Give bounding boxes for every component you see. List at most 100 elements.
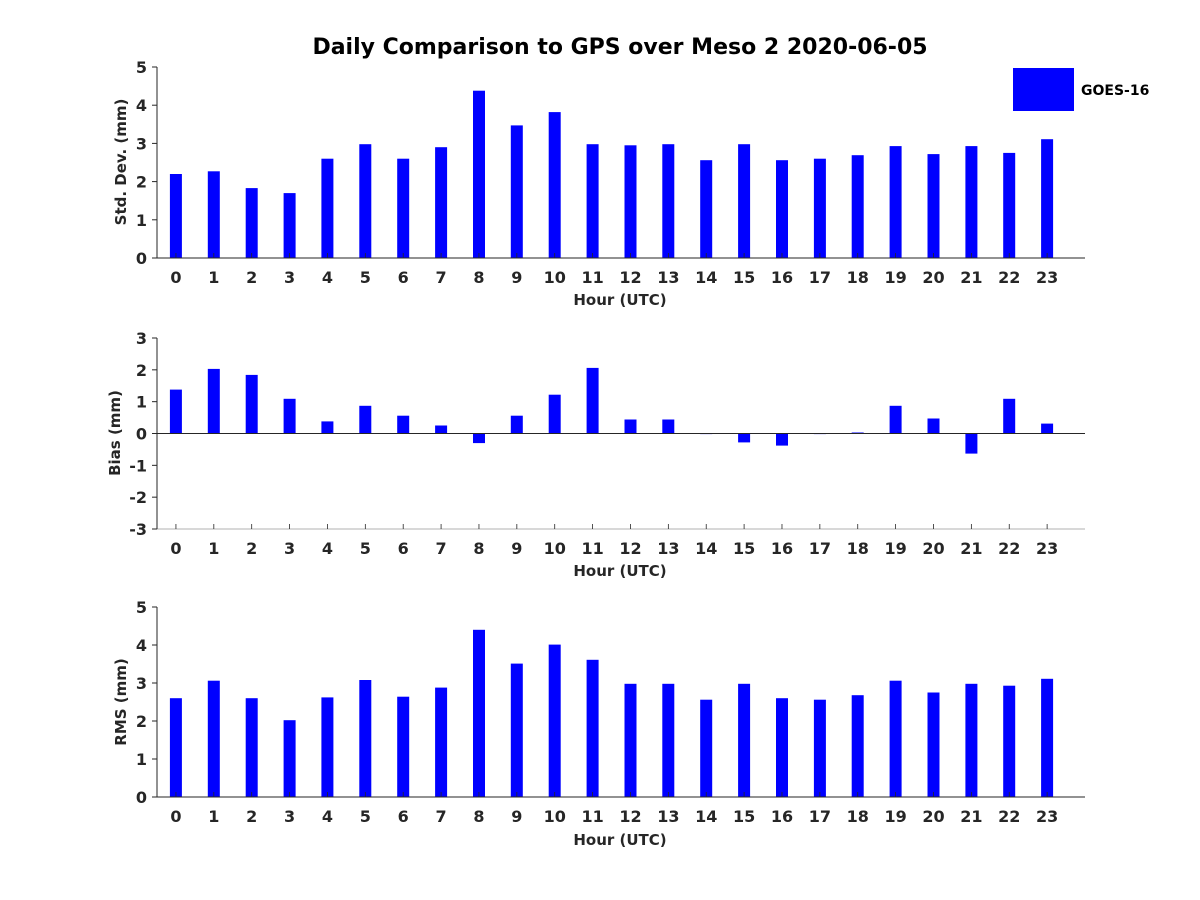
std-dev-bar-10: [548, 112, 561, 258]
std-dev-xtick-label: 5: [360, 268, 371, 287]
bias-bar-7: [435, 425, 448, 434]
std-dev-bar-2: [245, 188, 258, 258]
rms-ytick-label: 3: [136, 674, 147, 693]
bias-bar-22: [1003, 398, 1016, 434]
bias-bar-9: [510, 415, 523, 434]
bias-bar-0: [169, 389, 182, 434]
std-dev-bar-16: [776, 160, 788, 258]
std-dev-ytick-label: 4: [136, 96, 147, 115]
bias-xtick-label: 10: [544, 539, 566, 558]
bias-xtick-label: 4: [322, 539, 333, 558]
rms-ytick-label: 0: [136, 788, 147, 807]
std-dev-xtick-label: 17: [809, 268, 831, 287]
rms-bar-17: [813, 699, 826, 797]
bias-ytick-label: -1: [129, 456, 147, 475]
std-dev-bar-7: [435, 147, 448, 258]
rms-bar-23: [1041, 678, 1054, 797]
bias-xtick-label: 5: [360, 539, 371, 558]
std-dev-xtick-label: 2: [246, 268, 257, 287]
bias-xtick-label: 19: [884, 539, 906, 558]
rms-xtick-label: 21: [960, 807, 982, 826]
bias-xtick-label: 15: [733, 539, 755, 558]
rms-bar-4: [321, 697, 334, 797]
bias-xtick-label: 21: [960, 539, 982, 558]
std-dev-xtick-label: 22: [998, 268, 1020, 287]
bias-xtick-label: 23: [1036, 539, 1058, 558]
rms-xtick-label: 22: [998, 807, 1020, 826]
rms-xtick-label: 19: [884, 807, 906, 826]
rms-bar-0: [169, 698, 182, 797]
bias-xtick-label: 0: [170, 539, 181, 558]
rms-bar-11: [586, 659, 599, 797]
rms-xlabel: Hour (UTC): [573, 831, 666, 849]
std-dev-bar-20: [927, 154, 940, 258]
std-dev-bar-8: [473, 90, 485, 258]
std-dev-ytick-label: 3: [136, 134, 147, 153]
bias-bar-19: [889, 405, 902, 434]
rms-bar-1: [207, 680, 220, 797]
rms-bar-5: [359, 680, 372, 797]
std-dev-bar-19: [889, 146, 902, 258]
rms-bar-6: [397, 696, 410, 797]
rms-xtick-label: 18: [847, 807, 869, 826]
std-dev-bar-3: [283, 193, 296, 258]
rms-xtick-label: 9: [511, 807, 522, 826]
std-dev-xtick-label: 18: [847, 268, 869, 287]
rms-xtick-label: 12: [619, 807, 641, 826]
bias-xtick-label: 8: [473, 539, 484, 558]
std-dev-bar-11: [586, 144, 599, 258]
rms-bar-15: [738, 683, 751, 797]
std-dev-xtick-label: 11: [581, 268, 603, 287]
bias-bar-3: [283, 398, 296, 434]
rms-bar-22: [1003, 685, 1016, 797]
bias-ylabel: Bias (mm): [106, 390, 124, 476]
std-dev-ytick-label: 1: [136, 211, 147, 230]
std-dev-bar-12: [624, 145, 637, 258]
bias-xtick-label: 7: [436, 539, 447, 558]
rms-xtick-label: 13: [657, 807, 679, 826]
std-dev-xtick-label: 1: [208, 268, 219, 287]
std-dev-bar-13: [662, 144, 675, 258]
rms-xtick-label: 0: [170, 807, 181, 826]
rms-xtick-label: 10: [544, 807, 566, 826]
bias-xlabel: Hour (UTC): [573, 562, 666, 580]
rms-ylabel: RMS (mm): [112, 658, 130, 745]
chart-title: Daily Comparison to GPS over Meso 2 2020…: [312, 35, 927, 60]
rms-bar-9: [510, 663, 523, 797]
rms-xtick-label: 11: [581, 807, 603, 826]
bias-bar-12: [624, 419, 637, 434]
rms-bar-2: [245, 698, 258, 797]
bias-ytick-label: 1: [136, 393, 147, 412]
std-dev-xtick-label: 8: [473, 268, 484, 287]
rms-bar-18: [851, 695, 864, 797]
rms-xtick-label: 8: [473, 807, 484, 826]
rms-bar-21: [965, 683, 978, 797]
legend-swatch: [1013, 68, 1074, 111]
rms-xtick-label: 2: [246, 807, 257, 826]
rms-bar-13: [662, 683, 675, 797]
bias-ytick-label: -3: [129, 520, 147, 539]
rms-xtick-label: 14: [695, 807, 717, 826]
legend-label: GOES-16: [1081, 83, 1149, 99]
std-dev-xtick-label: 16: [771, 268, 793, 287]
bias-bar-16: [776, 433, 788, 446]
bias-bar-13: [662, 419, 675, 434]
std-dev-xtick-label: 4: [322, 268, 333, 287]
std-dev-bar-14: [700, 160, 713, 258]
std-dev-xtick-label: 9: [511, 268, 522, 287]
std-dev-ytick-label: 5: [136, 58, 147, 77]
bias-xtick-label: 3: [284, 539, 295, 558]
std-dev-xtick-label: 15: [733, 268, 755, 287]
bias-ytick-label: -2: [129, 488, 147, 507]
rms-xtick-label: 5: [360, 807, 371, 826]
rms-xtick-label: 7: [436, 807, 447, 826]
std-dev-bar-6: [397, 158, 410, 258]
std-dev-bar-5: [359, 144, 372, 258]
std-dev-bar-21: [965, 146, 978, 258]
std-dev-bar-22: [1003, 152, 1016, 258]
std-dev-bar-0: [169, 174, 182, 258]
rms-xtick-label: 6: [398, 807, 409, 826]
